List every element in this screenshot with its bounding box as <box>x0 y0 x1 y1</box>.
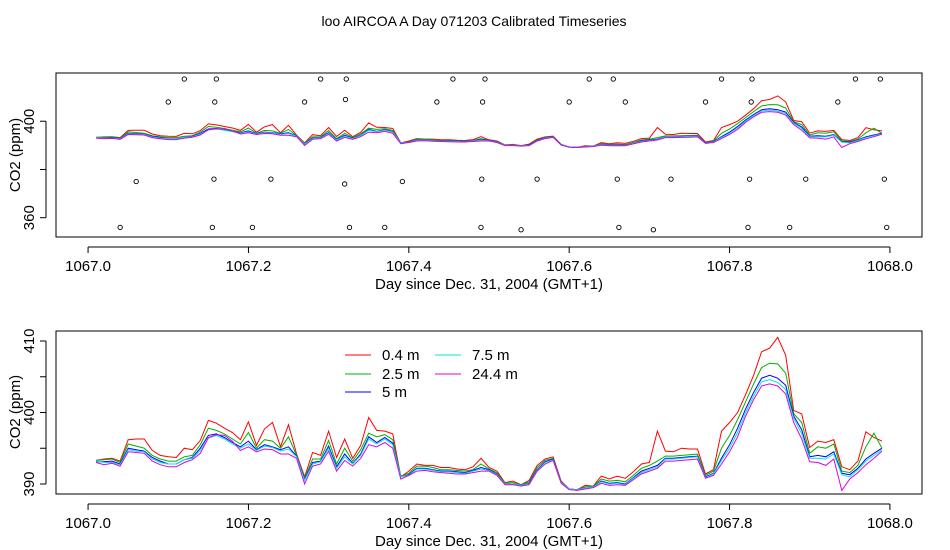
raw-data-point <box>479 99 486 105</box>
x-tick-label: 1067.0 <box>65 515 111 532</box>
legend-label: 5 m <box>382 384 407 401</box>
raw-data-point <box>610 76 616 82</box>
x-tick-label: 1067.2 <box>225 258 271 275</box>
x-tick-label: 1067.0 <box>65 258 111 275</box>
panel-2-plot-box <box>55 330 923 495</box>
series-line-24-4mm <box>95 383 883 492</box>
raw-data-point <box>668 176 674 182</box>
raw-data-point <box>342 96 349 103</box>
raw-data-point <box>586 76 592 82</box>
x-tick-label: 1067.2 <box>225 515 271 532</box>
figure-title: loo AIRCOA A Day 071203 Calibrated Times… <box>321 13 626 29</box>
y-tick-label: 400 <box>21 400 38 425</box>
raw-data-point <box>518 227 524 233</box>
panel-1-plot-box <box>55 72 923 238</box>
y-tick-label: 410 <box>21 328 38 353</box>
x-tick-label: 1068.0 <box>867 515 913 532</box>
raw-data-point <box>342 181 348 187</box>
panel-2-y-axis-label: CO2 (ppm) <box>7 375 24 449</box>
raw-data-point <box>212 99 218 105</box>
panel-1-raw-timeseries: 1067.0 1067.2 1067.4 1067.6 1067.8 1068.0 360 4… <box>7 72 923 293</box>
raw-data-point <box>482 76 488 82</box>
series-line-7-5mm <box>96 379 883 491</box>
raw-data-point <box>268 176 274 182</box>
raw-data-point <box>133 178 139 185</box>
raw-data-point <box>117 224 123 231</box>
raw-data-point <box>745 224 751 231</box>
raw-data-point <box>209 224 216 231</box>
panel-1-axes: 1067.0 1067.2 1067.4 1067.6 1067.8 1068.0 360 4… <box>21 109 913 275</box>
panel-1-raw-points <box>117 76 890 233</box>
raw-data-point <box>884 224 890 231</box>
panel-2-x-axis-label: Day since Dec. 31, 2004 (GMT+1) <box>375 533 603 550</box>
raw-data-point <box>622 99 628 105</box>
x-tick-label: 1067.4 <box>386 515 432 532</box>
raw-data-point <box>702 99 709 105</box>
legend-label: 2.5 m <box>382 366 420 383</box>
raw-data-point <box>479 176 485 182</box>
raw-data-point <box>718 76 725 82</box>
x-tick-label: 1067.8 <box>707 515 753 532</box>
raw-data-point <box>399 178 406 185</box>
x-tick-label: 1067.8 <box>707 258 753 275</box>
legend-label: 7.5 m <box>472 347 510 364</box>
raw-data-point <box>181 76 187 82</box>
x-tick-label: 1067.4 <box>386 258 432 275</box>
raw-data-point <box>787 224 793 231</box>
raw-data-point <box>450 76 456 82</box>
raw-data-point <box>748 99 754 105</box>
series-line-5mm <box>96 108 883 148</box>
panel-1-x-axis-label: Day since Dec. 31, 2004 (GMT+1) <box>375 276 603 293</box>
raw-data-point <box>249 224 256 231</box>
raw-data-point <box>165 99 171 105</box>
raw-data-point <box>211 176 217 182</box>
raw-data-point <box>746 176 753 182</box>
raw-data-point <box>301 99 308 105</box>
raw-data-point <box>650 227 657 233</box>
x-tick-label: 1068.0 <box>867 258 913 275</box>
raw-data-point <box>382 224 388 231</box>
raw-data-point <box>213 76 220 82</box>
raw-data-point <box>434 99 440 105</box>
raw-data-point <box>566 99 572 105</box>
legend-label: 24.4 m <box>472 366 518 383</box>
y-tick-label: 400 <box>21 109 38 134</box>
panel-2-legend: 0.4 m 2.5 m5 m 7.5 m 24.4 m <box>345 347 518 401</box>
series-line-0-4mm <box>96 336 883 491</box>
raw-data-point <box>852 76 859 82</box>
panel-1-y-axis-label: CO2 (ppm) <box>7 118 24 192</box>
y-tick-label: 390 <box>21 471 38 496</box>
raw-data-point <box>835 99 841 105</box>
panel-2-series-lines <box>95 336 883 492</box>
raw-data-point <box>803 176 809 182</box>
y-tick-label: 360 <box>21 205 38 230</box>
raw-data-point <box>881 176 887 182</box>
series-line-24-4mm <box>96 111 883 149</box>
raw-data-point <box>343 76 349 82</box>
panel-2-calibrated-timeseries: 1067.0 1067.2 1067.4 1067.6 1067.8 1068.0 390 4… <box>7 328 923 550</box>
raw-data-point <box>317 76 324 82</box>
raw-data-point <box>534 176 540 182</box>
raw-data-point <box>749 76 755 82</box>
series-line-2-5mm <box>96 362 883 491</box>
series-line-5mm <box>96 374 883 491</box>
panel-2-axes: 1067.0 1067.2 1067.4 1067.6 1067.8 1068.0 390 4… <box>21 328 913 532</box>
raw-data-point <box>346 224 353 231</box>
raw-data-point <box>478 224 484 231</box>
raw-data-point <box>877 76 883 82</box>
raw-data-point <box>614 176 620 182</box>
x-tick-label: 1067.6 <box>546 515 592 532</box>
raw-data-point <box>616 224 622 231</box>
legend-label: 0.4 m <box>382 347 420 364</box>
x-tick-label: 1067.6 <box>546 258 592 275</box>
panel-1-series-lines <box>96 95 883 149</box>
